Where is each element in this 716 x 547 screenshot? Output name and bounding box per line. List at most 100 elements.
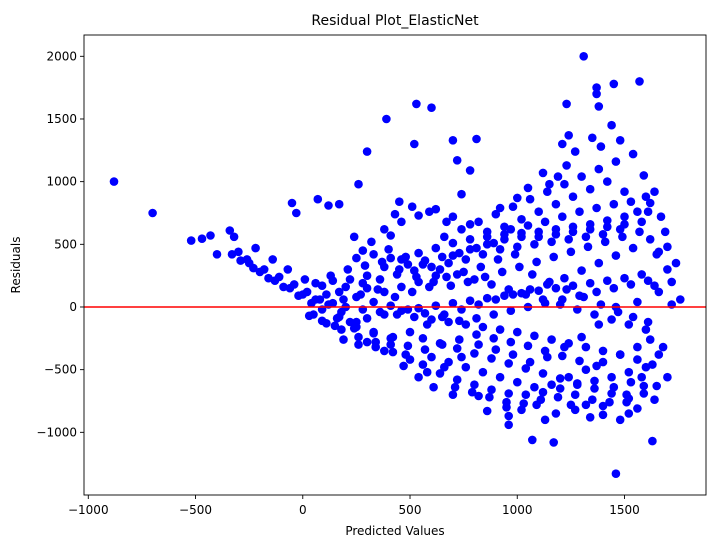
scatter-point	[517, 232, 526, 242]
scatter-point	[491, 209, 501, 219]
scatter-point	[403, 260, 413, 269]
scatter-point	[598, 357, 608, 367]
scatter-point	[362, 314, 372, 323]
scatter-point	[229, 232, 239, 242]
scatter-point	[609, 283, 619, 293]
scatter-point	[603, 222, 612, 232]
scatter-point	[590, 310, 599, 319]
scatter-point	[500, 235, 509, 244]
scatter-point	[573, 379, 582, 388]
scatter-point	[558, 212, 567, 221]
scatter-point	[626, 280, 636, 289]
scatter-point	[459, 267, 468, 277]
x-tick-label: 1000	[502, 503, 533, 517]
scatter-point	[598, 401, 608, 411]
scatter-point	[328, 298, 338, 308]
x-tick-label: 500	[399, 503, 422, 517]
scatter-point	[504, 285, 513, 294]
scatter-point	[461, 362, 471, 372]
scatter-point	[547, 237, 556, 247]
x-axis-label: Predicted Values	[345, 524, 444, 538]
y-tick-label: 1500	[46, 112, 77, 126]
scatter-point	[594, 102, 604, 111]
scatter-point	[570, 147, 580, 156]
scatter-point	[448, 390, 458, 400]
scatter-point	[495, 372, 505, 382]
scatter-point	[463, 277, 473, 287]
scatter-point	[506, 337, 516, 347]
scatter-point	[437, 252, 447, 262]
scatter-point	[624, 320, 634, 329]
scatter-point	[543, 352, 552, 362]
scatter-point	[186, 236, 196, 245]
scatter-point	[639, 389, 649, 398]
data-points	[109, 52, 685, 479]
scatter-point	[472, 330, 481, 339]
scatter-point	[497, 267, 507, 277]
scatter-point	[658, 342, 668, 352]
scatter-point	[523, 183, 533, 193]
scatter-point	[431, 204, 441, 214]
scatter-point	[654, 247, 664, 257]
scatter-point	[603, 216, 612, 225]
scatter-point	[645, 198, 655, 208]
scatter-point	[448, 212, 458, 221]
scatter-point	[506, 225, 516, 234]
scatter-point	[420, 309, 430, 318]
scatter-point	[596, 142, 606, 151]
scatter-point	[334, 199, 344, 209]
scatter-point	[345, 275, 355, 284]
scatter-point	[624, 409, 634, 418]
scatter-point	[650, 187, 659, 196]
scatter-point	[611, 251, 621, 260]
scatter-point	[579, 52, 588, 61]
scatter-point	[560, 273, 569, 283]
scatter-point	[420, 345, 430, 354]
scatter-point	[349, 232, 359, 242]
scatter-point	[534, 232, 543, 242]
scatter-point	[611, 469, 621, 479]
scatter-point	[525, 357, 535, 367]
scatter-point	[388, 347, 398, 357]
scatter-point	[457, 189, 466, 199]
scatter-point	[663, 265, 672, 274]
scatter-point	[570, 390, 580, 400]
scatter-point	[641, 192, 651, 201]
scatter-point	[472, 243, 481, 253]
scatter-point	[639, 381, 649, 391]
scatter-point	[667, 277, 676, 287]
scatter-point	[663, 372, 672, 382]
scatter-point	[633, 404, 642, 413]
scatter-point	[547, 380, 556, 390]
scatter-point	[549, 252, 558, 262]
scatter-point	[562, 285, 571, 294]
scatter-point	[618, 232, 627, 242]
scatter-point	[513, 327, 522, 337]
scatter-point	[643, 207, 653, 216]
scatter-point	[502, 397, 511, 407]
scatter-point	[465, 245, 475, 254]
scatter-point	[575, 207, 584, 216]
scatter-point	[517, 405, 526, 415]
scatter-point	[109, 177, 119, 186]
scatter-point	[551, 230, 561, 239]
scatter-point	[620, 212, 629, 221]
scatter-point	[386, 340, 396, 349]
scatter-point	[482, 293, 492, 303]
scatter-point	[386, 253, 396, 263]
scatter-point	[545, 277, 554, 287]
scatter-point	[615, 350, 625, 359]
scatter-point	[410, 139, 419, 149]
scatter-point	[585, 184, 595, 194]
scatter-point	[300, 275, 310, 284]
scatter-point	[648, 360, 657, 369]
scatter-point	[598, 410, 608, 420]
scatter-point	[504, 389, 513, 398]
scatter-point	[622, 397, 631, 407]
scatter-point	[437, 340, 447, 349]
scatter-point	[474, 217, 483, 227]
scatter-point	[455, 316, 464, 326]
scatter-point	[268, 255, 278, 264]
scatter-point	[362, 271, 372, 281]
scatter-point	[628, 312, 638, 322]
